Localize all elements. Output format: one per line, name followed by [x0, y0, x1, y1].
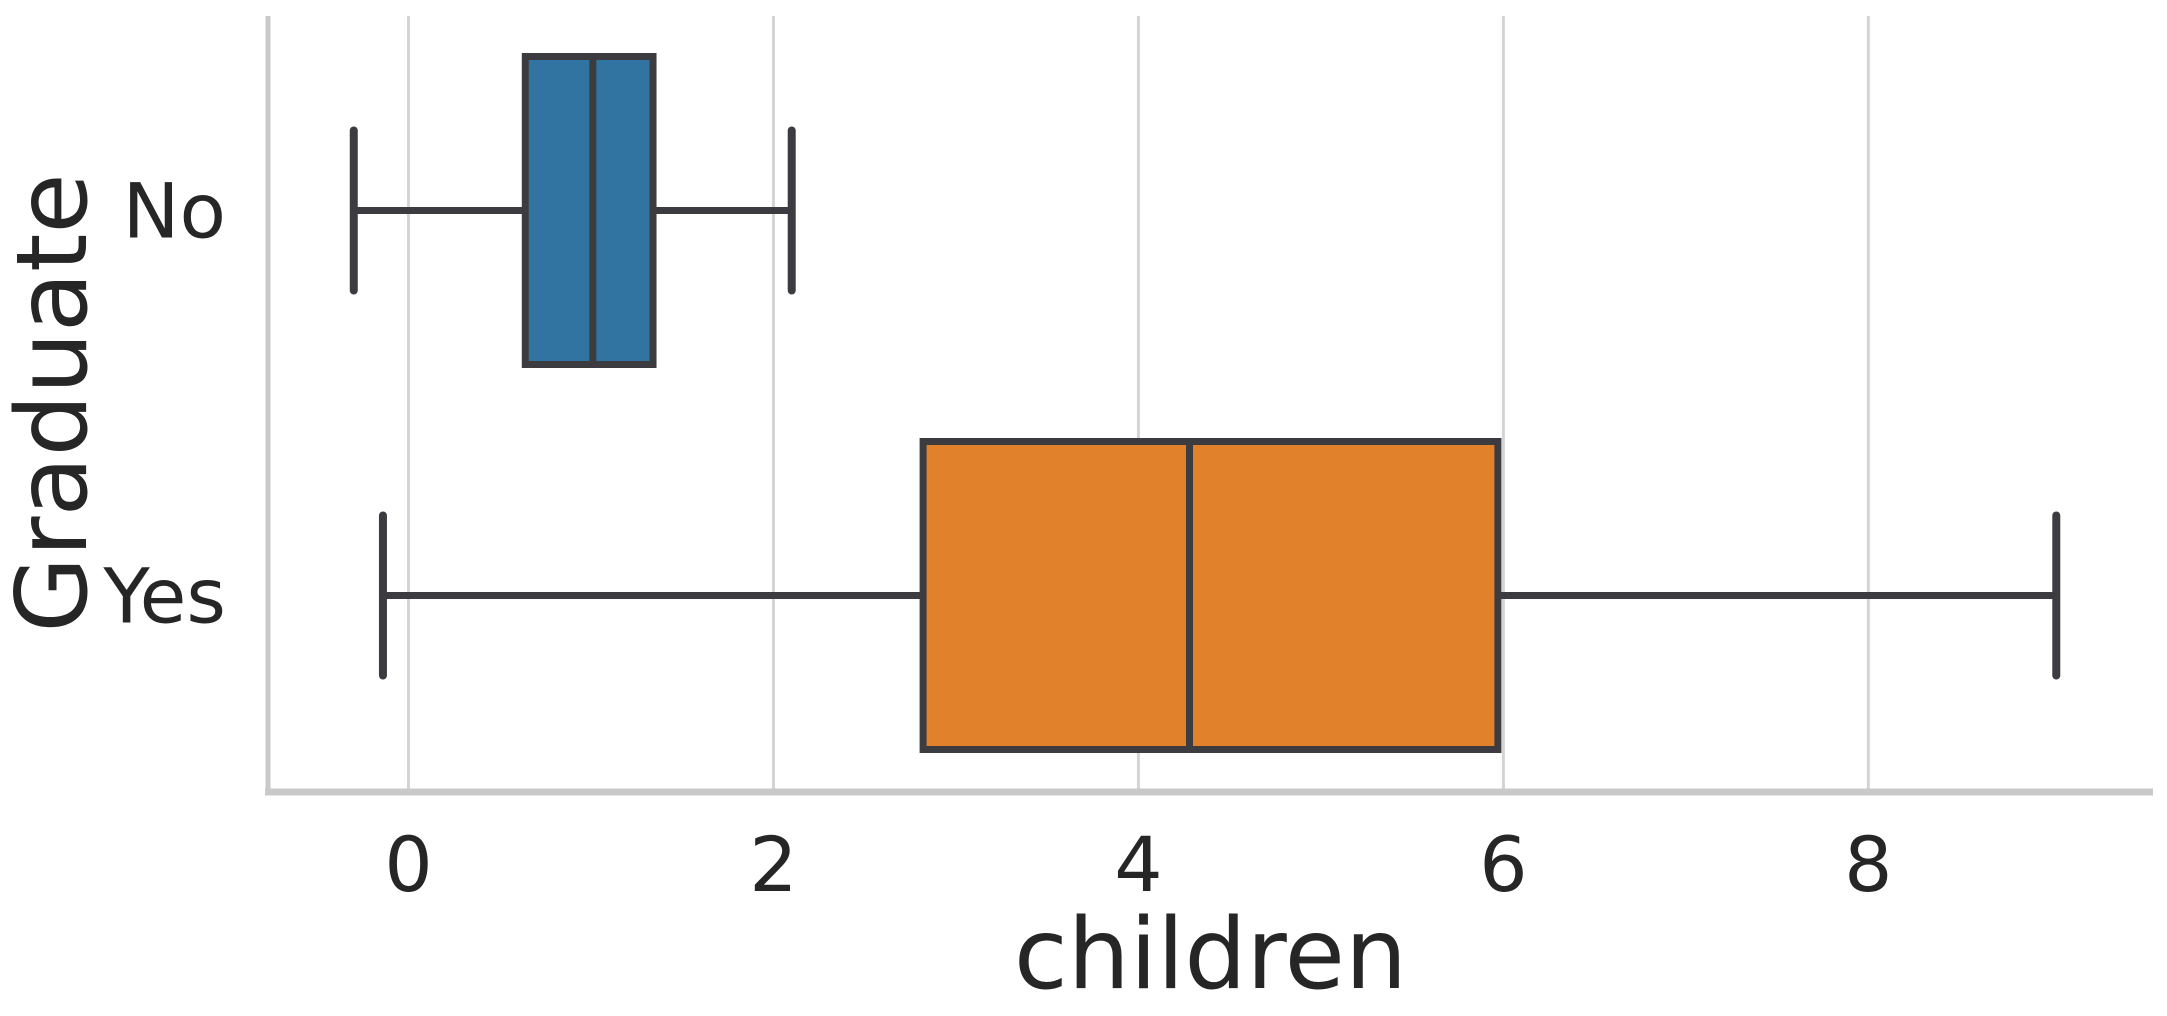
x-tick-label-0: 0 [384, 820, 432, 909]
x-axis-label: children [1014, 898, 1407, 1012]
spines-layer [265, 16, 2153, 796]
x-tick-label-8: 8 [1844, 820, 1892, 909]
box-yes [919, 438, 1502, 753]
text-layer: No Yes 0 2 4 6 8 children Graduate [0, 166, 1893, 1012]
y-axis-label: Graduate [0, 173, 110, 632]
x-tick-label-2: 2 [749, 820, 797, 909]
grid-layer [407, 16, 1870, 792]
box-no [521, 53, 657, 368]
category-label-no: No [123, 166, 226, 255]
x-tick-label-6: 6 [1479, 820, 1527, 909]
boxes-layer [349, 53, 2061, 753]
x-tick-label-4: 4 [1114, 820, 1162, 909]
category-label-yes: Yes [102, 551, 226, 640]
